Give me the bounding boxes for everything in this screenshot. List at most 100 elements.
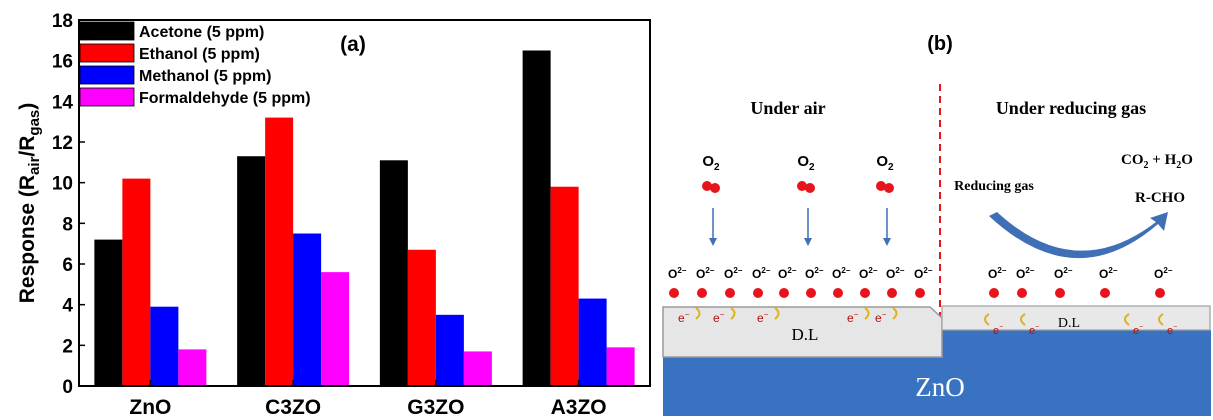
electron-arc [774, 307, 780, 320]
electron-arc [984, 313, 990, 326]
o2-label-sub: 2 [888, 162, 894, 173]
electron-label: e− [1133, 324, 1143, 337]
y-axis-label-suffix: ) [16, 103, 39, 110]
reducing-gas-label: Reducing gas [954, 179, 1034, 194]
electron-label: e− [875, 310, 887, 325]
y-tick-label: 6 [62, 255, 73, 276]
bar-a3zo-3 [578, 298, 607, 386]
electron-sup: − [1035, 324, 1039, 331]
o2-ion-label-sup: 2− [705, 266, 714, 275]
y-axis-label-prefix: Response (R [16, 175, 39, 303]
o2-atom [805, 183, 815, 193]
co2-sub: 2 [1144, 160, 1149, 171]
h2o-o: O [1181, 152, 1193, 168]
o2-label-base: O [702, 153, 714, 170]
o2-ion-label-sup: 2− [1025, 266, 1034, 275]
o2-ion-label: O2− [668, 266, 687, 281]
adsorbed-oxygen-dot [1017, 288, 1027, 298]
o2-ion-label: O2− [886, 266, 905, 281]
legend-label: Formaldehyde (5 ppm) [139, 90, 311, 107]
o2-ion-label: O2− [724, 266, 743, 281]
bar-c3zo-4 [321, 272, 350, 386]
x-tick-label: C3ZO [265, 396, 321, 419]
y-tick-label: 14 [52, 92, 74, 113]
y-tick-label: 0 [62, 377, 73, 398]
electron-sup: − [854, 310, 859, 319]
o2-label: O2 [797, 153, 815, 173]
zno-substrate [663, 356, 1211, 416]
y-axis-label-sub2: gas [26, 110, 43, 136]
adsorbed-oxygen-dot [806, 288, 816, 298]
electron-base: e [875, 311, 882, 325]
bar-a3zo-4 [606, 347, 635, 386]
o2-ion-label-base: O [805, 267, 814, 281]
electron-sup: − [999, 324, 1003, 331]
y-tick-label: 8 [62, 214, 73, 235]
o2-ion-label-base: O [832, 267, 841, 281]
adsorbed-oxygen-dot [1100, 288, 1110, 298]
legend-swatch [79, 21, 135, 41]
adsorbed-oxygen-dot [887, 288, 897, 298]
co2-base: CO [1121, 152, 1144, 168]
electron-base: e [1029, 325, 1035, 337]
electron-label: e− [713, 310, 725, 325]
products-rcho: R-CHO [1135, 190, 1185, 206]
electron-sup: − [882, 310, 887, 319]
o2-ion-label: O2− [752, 266, 771, 281]
o2-atom [797, 181, 807, 191]
o2-ion-label-sup: 2− [761, 266, 770, 275]
adsorbed-oxygen-dot [725, 288, 735, 298]
products-co2-h2o: CO2 + H2O [1121, 152, 1193, 171]
legend-label: Ethanol (5 ppm) [139, 46, 260, 63]
o2-label: O2 [876, 153, 894, 173]
o2-ion-label-sup: 2− [787, 266, 796, 275]
o2-ion-label-base: O [752, 267, 761, 281]
curved-reaction-arrow [989, 212, 1168, 259]
y-axis-label-mid: /R [16, 136, 39, 157]
electron-label: e− [1167, 324, 1177, 337]
adsorbed-oxygen-dot [753, 288, 763, 298]
o2-ion-label-sup: 2− [868, 266, 877, 275]
bar-a3zo-2 [550, 186, 579, 386]
o2-ion-label: O2− [1099, 266, 1118, 281]
electron-base: e [847, 311, 854, 325]
electron-arc [1158, 313, 1164, 326]
bar-g3zo-2 [407, 249, 436, 386]
electron-base: e [678, 311, 685, 325]
adsorbed-oxygen-dot [1155, 288, 1165, 298]
y-axis-label: Response (Rair/Rgas) [16, 103, 43, 304]
plot-frame [78, 19, 651, 387]
electron-label: e− [757, 310, 769, 325]
o2-ion-label: O2− [805, 266, 824, 281]
o2-arrow-head [804, 238, 812, 246]
o2-ion-label: O2− [1154, 266, 1173, 281]
adsorbed-oxygen-dot [833, 288, 843, 298]
o2-ion-label-base: O [859, 267, 868, 281]
electrons: e− e− e− e− e−e− e− e− e− [678, 307, 1177, 337]
o2-ion-label: O2− [778, 266, 797, 281]
o2-label: O2 [702, 153, 720, 173]
o2-label-base: O [876, 153, 888, 170]
bar-c3zo-2 [265, 117, 294, 386]
bar-a3zo-1 [522, 50, 551, 386]
x-ticks-group: ZnO C3ZO G3ZO A3ZO [129, 380, 607, 419]
o2-ion-label-sup: 2− [814, 266, 823, 275]
o2-atom [710, 183, 720, 193]
zno-substrate-right-raised [942, 330, 1211, 358]
y-tick-label: 12 [52, 133, 73, 154]
legend-swatch [79, 43, 135, 63]
electron-sup: − [1173, 324, 1177, 331]
depletion-layer-right [941, 305, 1211, 331]
o2-label-sub: 2 [809, 162, 815, 173]
depletion-layer-label-right: D.L [1058, 316, 1080, 331]
o2-atom [876, 181, 886, 191]
o2-ion-label-sup: 2− [841, 266, 850, 275]
electron-base: e [757, 311, 764, 325]
o2-ion-label-base: O [914, 267, 923, 281]
bar-c3zo-3 [293, 233, 322, 386]
legend-label: Acetone (5 ppm) [139, 24, 264, 41]
x-tick-label: A3ZO [551, 396, 607, 419]
electron-arc [695, 307, 701, 320]
o2-ion-label: O2− [1054, 266, 1073, 281]
adsorbed-oxygen-ions: O2− O2− O2− O2− O2− O2− O2− O2− O2− O2− O2− O2− O2− O… [668, 266, 1173, 298]
